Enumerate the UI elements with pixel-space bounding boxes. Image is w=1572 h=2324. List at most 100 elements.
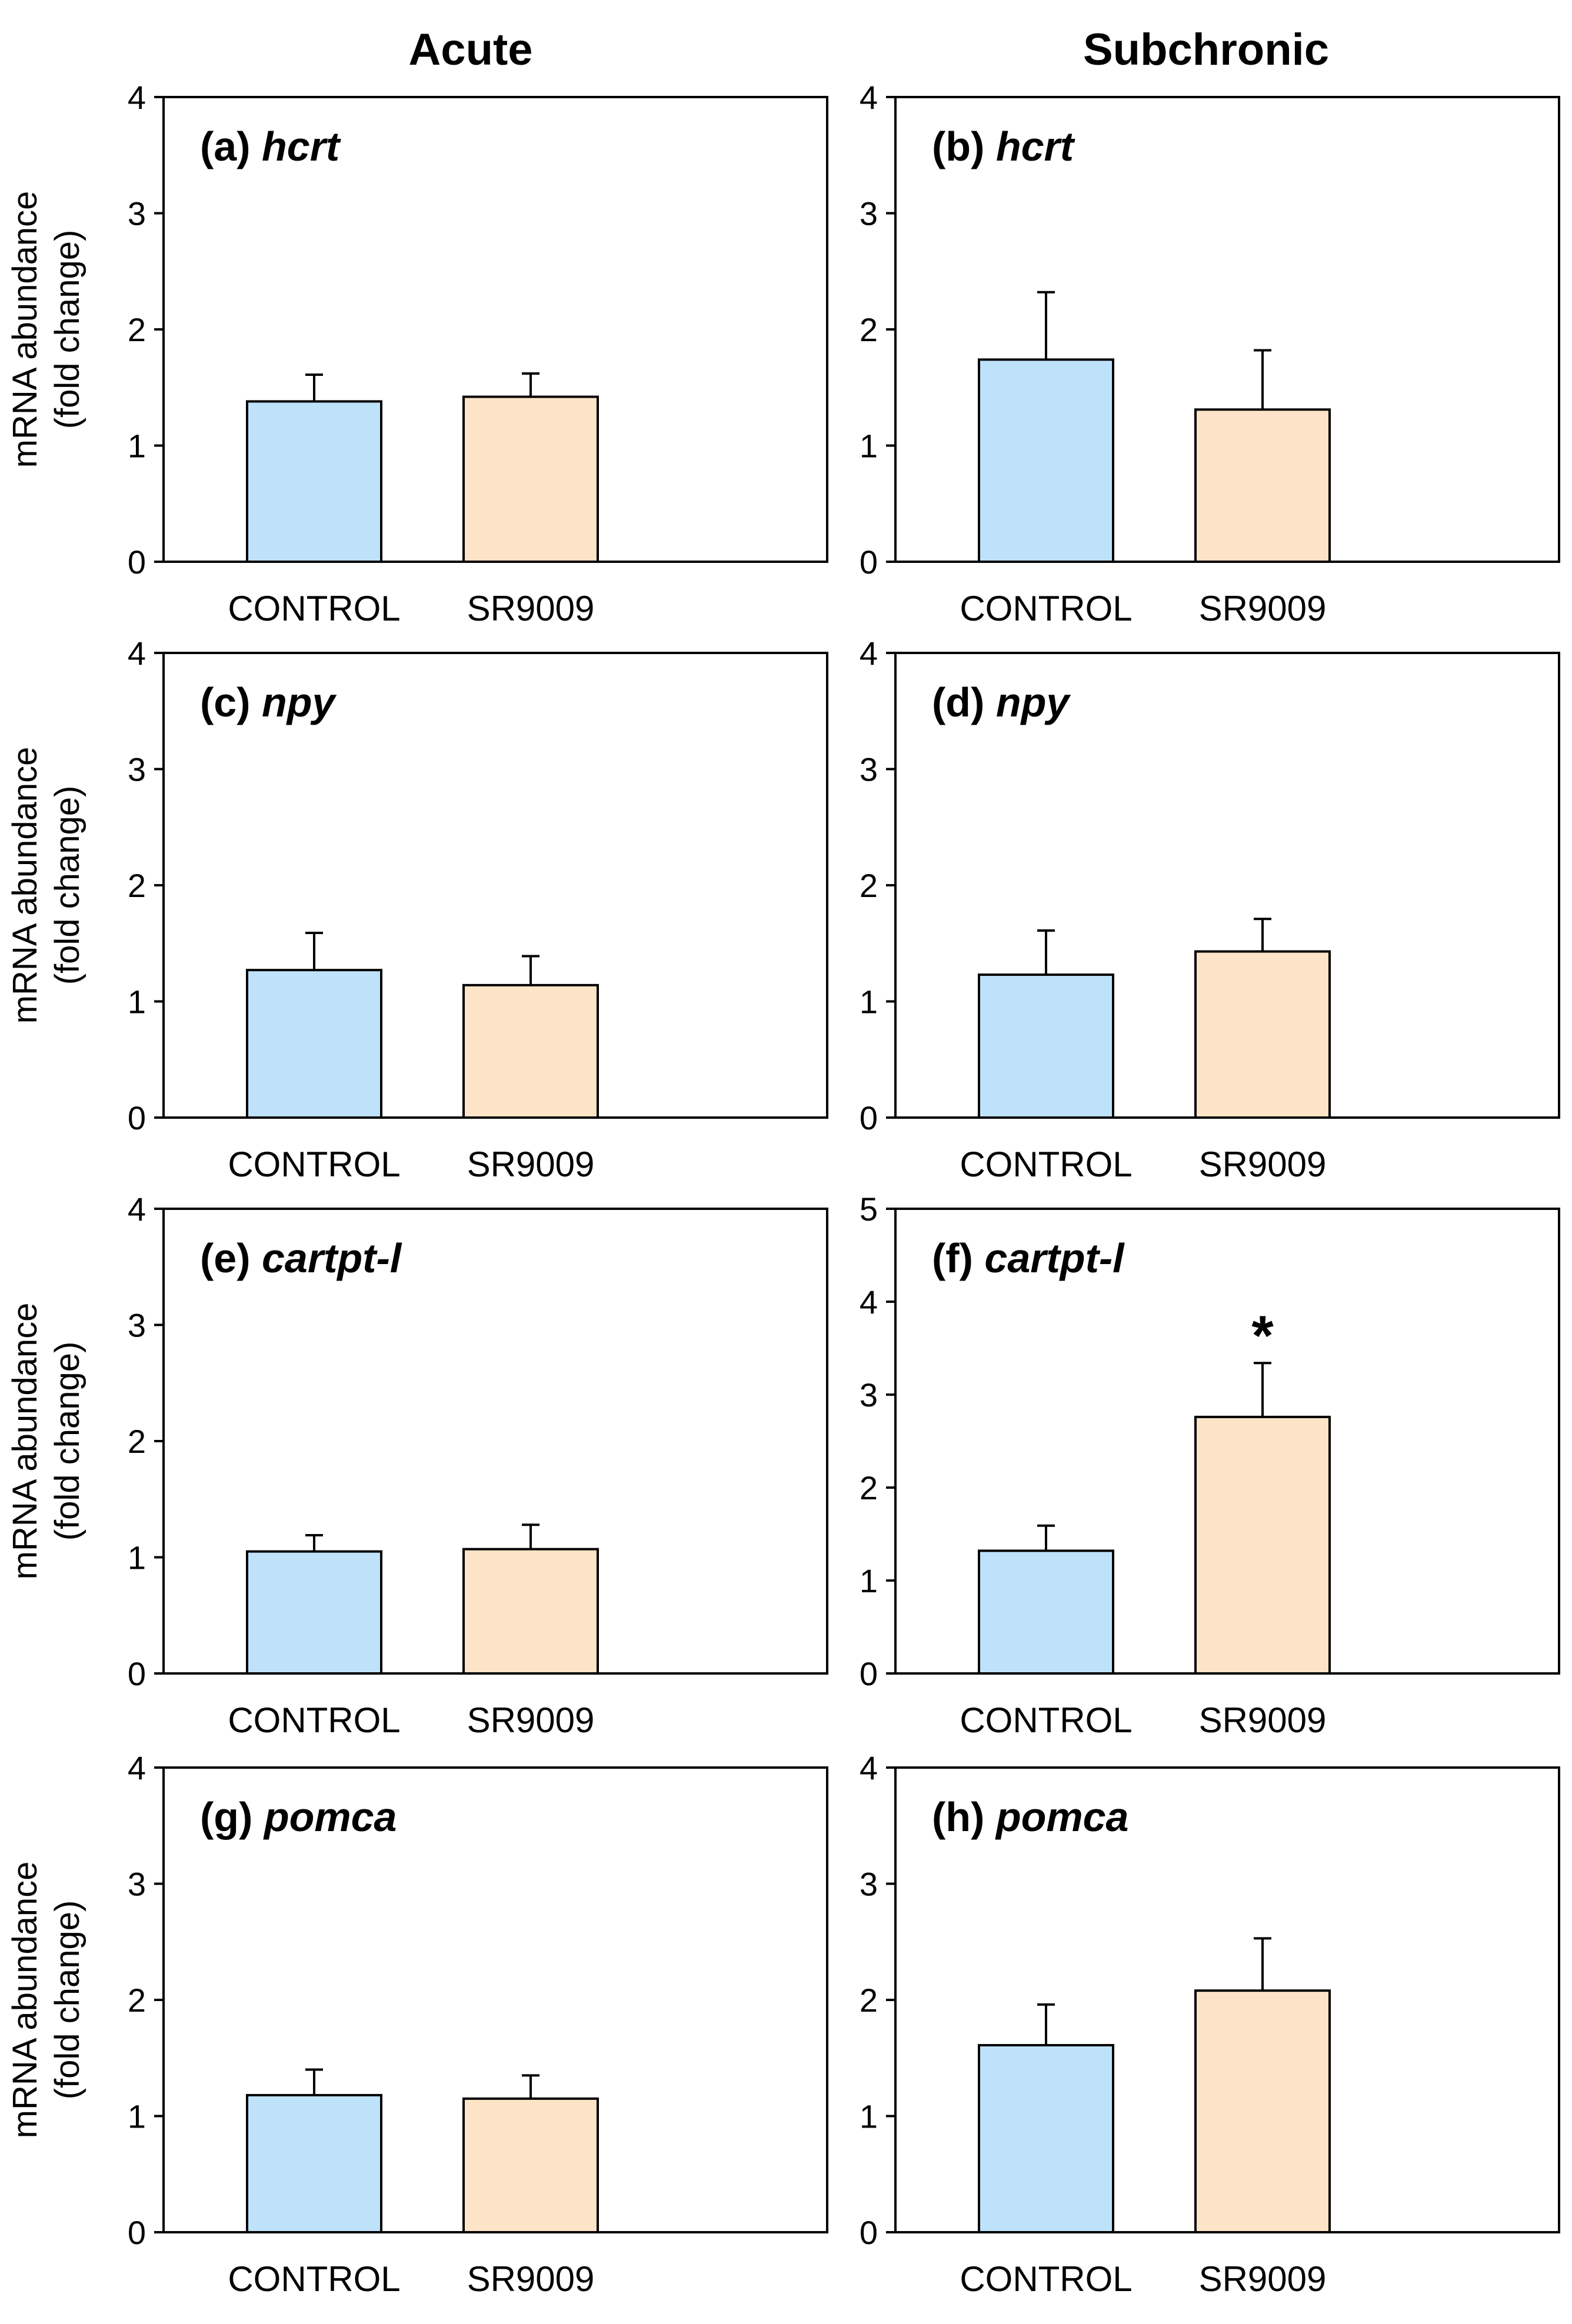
category-label: CONTROL bbox=[960, 2259, 1132, 2299]
y-tick-label: 3 bbox=[128, 195, 146, 232]
bar-control bbox=[978, 358, 1114, 563]
category-label: CONTROL bbox=[228, 1701, 400, 1740]
bar-sr9009 bbox=[462, 1548, 599, 1675]
plot-frame bbox=[894, 96, 1560, 563]
y-tick-label: 3 bbox=[860, 1866, 878, 1903]
panel-title: (d) npy bbox=[932, 679, 1071, 725]
y-axis-label: mRNA abundance (fold change) bbox=[6, 1303, 86, 1580]
bar-control bbox=[246, 400, 382, 563]
bar-sr9009 bbox=[462, 2097, 599, 2233]
panel-letter: (e) bbox=[200, 1235, 262, 1281]
y-axis-label-line1: mRNA abundance bbox=[6, 1862, 44, 2139]
y-tick-label: 0 bbox=[860, 1655, 878, 1692]
y-axis-label-line2: (fold change) bbox=[48, 1342, 86, 1541]
panel-e: 0 1 2 3 4 CONTROL SR9009 (e) cartpt-l mRNA abund… bbox=[6, 1191, 828, 1740]
panel-h: 0 1 2 3 4 CONTROL SR9009 (h) pomca bbox=[860, 1749, 1560, 2299]
y-axis-label: mRNA abundance (fold change) bbox=[6, 1862, 86, 2139]
y-axis-label-line1: mRNA abundance bbox=[6, 191, 44, 468]
panel-title: (h) pomca bbox=[932, 1794, 1128, 1840]
column-title-acute: Acute bbox=[408, 25, 532, 75]
y-tick-label: 2 bbox=[860, 867, 878, 904]
gene-name: npy bbox=[996, 679, 1071, 725]
y-tick-label: 5 bbox=[860, 1191, 878, 1228]
plot-frame bbox=[162, 652, 828, 1119]
category-label: SR9009 bbox=[1199, 2259, 1327, 2299]
panel-title: (e) cartpt-l bbox=[200, 1235, 402, 1281]
panel-title: (g) pomca bbox=[200, 1794, 397, 1840]
gene-name: pomca bbox=[995, 1794, 1129, 1840]
y-tick-label: 2 bbox=[860, 311, 878, 348]
gene-name: hcrt bbox=[996, 124, 1075, 169]
panel-letter: (h) bbox=[932, 1794, 996, 1840]
bar-sr9009 bbox=[1194, 1989, 1331, 2233]
category-label: CONTROL bbox=[960, 1701, 1132, 1740]
y-tick-label: 2 bbox=[860, 1469, 878, 1506]
y-tick-label: 3 bbox=[128, 751, 146, 788]
category-label: CONTROL bbox=[960, 589, 1132, 628]
y-tick-label: 0 bbox=[128, 1655, 146, 1692]
y-axis-label-line2: (fold change) bbox=[48, 1900, 86, 2100]
y-tick-label: 4 bbox=[860, 79, 878, 116]
panel-title: (b) hcrt bbox=[932, 124, 1075, 169]
y-tick-label: 2 bbox=[860, 1982, 878, 2019]
y-tick-label: 4 bbox=[860, 1283, 878, 1321]
bar-sr9009 bbox=[462, 983, 599, 1119]
y-tick-label: 3 bbox=[860, 195, 878, 232]
category-label: SR9009 bbox=[467, 2259, 595, 2299]
bar-control bbox=[978, 1549, 1114, 1675]
y-tick-label: 0 bbox=[128, 1099, 146, 1136]
y-tick-label: 0 bbox=[128, 2214, 146, 2251]
y-tick-label: 3 bbox=[860, 1376, 878, 1413]
panel-a: 0 1 2 3 4 CONTROL SR9009 (a) hcrt mRNA abundance… bbox=[6, 79, 828, 628]
category-label: SR9009 bbox=[1199, 589, 1327, 628]
panel-g: 0 1 2 3 4 CONTROL SR9009 (g) pomca mRNA abundanc… bbox=[6, 1749, 828, 2299]
bar-sr9009 bbox=[1194, 408, 1331, 564]
bar-control bbox=[246, 1550, 382, 1675]
panel-title: (f) cartpt-l bbox=[932, 1235, 1125, 1281]
category-label: SR9009 bbox=[1199, 1701, 1327, 1740]
y-axis-label-line2: (fold change) bbox=[48, 786, 86, 985]
panel-letter: (g) bbox=[200, 1794, 264, 1840]
y-tick-label: 4 bbox=[860, 1749, 878, 1786]
plot-frame bbox=[162, 1766, 828, 2233]
category-label: SR9009 bbox=[1199, 1145, 1327, 1184]
bar-control bbox=[246, 969, 382, 1119]
category-label: CONTROL bbox=[228, 2259, 400, 2299]
y-axis-label-line1: mRNA abundance bbox=[6, 747, 44, 1024]
y-tick-label: 2 bbox=[128, 867, 146, 904]
panel-letter: (f) bbox=[932, 1235, 984, 1281]
category-label: CONTROL bbox=[960, 1145, 1132, 1184]
gene-name: cartpt-l bbox=[984, 1235, 1125, 1281]
y-tick-label: 3 bbox=[128, 1307, 146, 1344]
category-label: SR9009 bbox=[467, 1701, 595, 1740]
bar-control bbox=[978, 2044, 1114, 2233]
y-tick-label: 2 bbox=[128, 1982, 146, 2019]
y-tick-label: 4 bbox=[128, 635, 146, 672]
plot-frame bbox=[894, 652, 1560, 1119]
plot-frame bbox=[162, 1208, 828, 1675]
panel-d: 0 1 2 3 4 CONTROL SR9009 (d) npy bbox=[860, 635, 1560, 1184]
y-tick-label: 1 bbox=[860, 428, 878, 465]
panels: 0 1 2 3 4 CONTROL SR9009 (a) hcrt mRNA abundance… bbox=[6, 79, 1560, 2299]
bar-sr9009 bbox=[1194, 950, 1331, 1119]
gene-name: cartpt-l bbox=[262, 1235, 402, 1281]
bar-control bbox=[978, 973, 1114, 1119]
category-label: SR9009 bbox=[467, 1145, 595, 1184]
panel-letter: (d) bbox=[932, 679, 996, 725]
y-axis-label-line2: (fold change) bbox=[48, 230, 86, 429]
panel-letter: (a) bbox=[200, 124, 262, 169]
category-label: CONTROL bbox=[228, 1145, 400, 1184]
y-tick-label: 0 bbox=[860, 2214, 878, 2251]
y-axis-label-line1: mRNA abundance bbox=[6, 1303, 44, 1580]
y-tick-label: 2 bbox=[128, 1423, 146, 1460]
y-axis-label: mRNA abundance (fold change) bbox=[6, 747, 86, 1024]
panel-letter: (c) bbox=[200, 679, 262, 725]
y-tick-label: 4 bbox=[128, 79, 146, 116]
panel-title: (c) npy bbox=[200, 679, 337, 725]
bar-control bbox=[246, 2093, 382, 2233]
y-tick-label: 1 bbox=[128, 2098, 146, 2135]
panel-letter: (b) bbox=[932, 124, 996, 169]
y-tick-label: 1 bbox=[860, 983, 878, 1021]
column-title-subchronic: Subchronic bbox=[1083, 25, 1329, 75]
